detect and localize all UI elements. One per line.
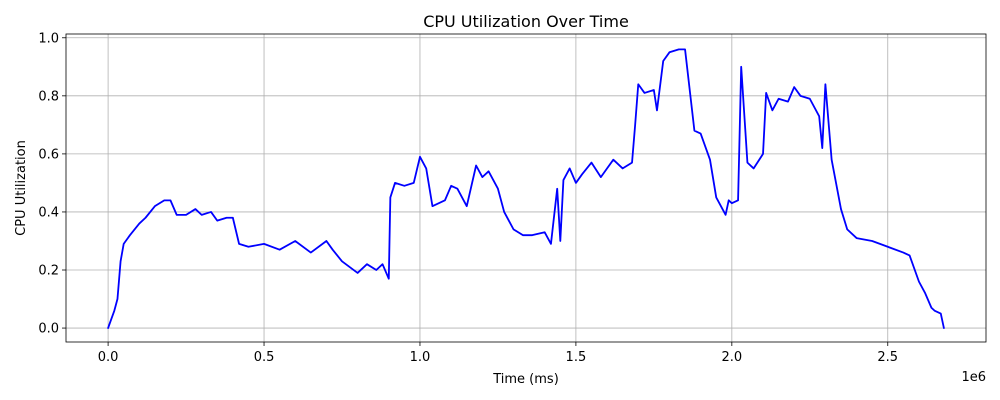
grid (66, 34, 986, 342)
series-layer (107, 48, 945, 329)
y-tick-label: 0.0 (38, 322, 59, 337)
x-tick-label: 0.5 (254, 350, 275, 365)
y-tick-label: 0.8 (38, 89, 59, 104)
y-tick-label: 0.2 (38, 264, 59, 279)
y-tick-label: 1.0 (38, 31, 59, 46)
y-tick-label: 0.6 (38, 147, 59, 162)
x-tick-label: 1.0 (410, 350, 431, 365)
x-tick-label: 2.0 (721, 350, 742, 365)
y-axis-ticks: 0.0 0.2 0.4 0.6 0.8 1.0 (38, 31, 66, 337)
x-axis-offset-text: 1e6 (961, 370, 986, 385)
x-tick-label: 0.0 (98, 350, 119, 365)
x-tick-label: 1.5 (566, 350, 587, 365)
plot-frame (65, 33, 987, 343)
x-axis-ticks: 0.0 0.5 1.0 1.5 2.0 2.5 (98, 342, 898, 365)
x-axis-label: Time (ms) (492, 372, 559, 387)
chart-title: CPU Utilization Over Time (423, 12, 629, 31)
series-line-0 (107, 48, 945, 329)
x-tick-label: 2.5 (877, 350, 898, 365)
y-axis-label: CPU Utilization (14, 140, 29, 236)
y-tick-label: 0.4 (38, 205, 59, 220)
